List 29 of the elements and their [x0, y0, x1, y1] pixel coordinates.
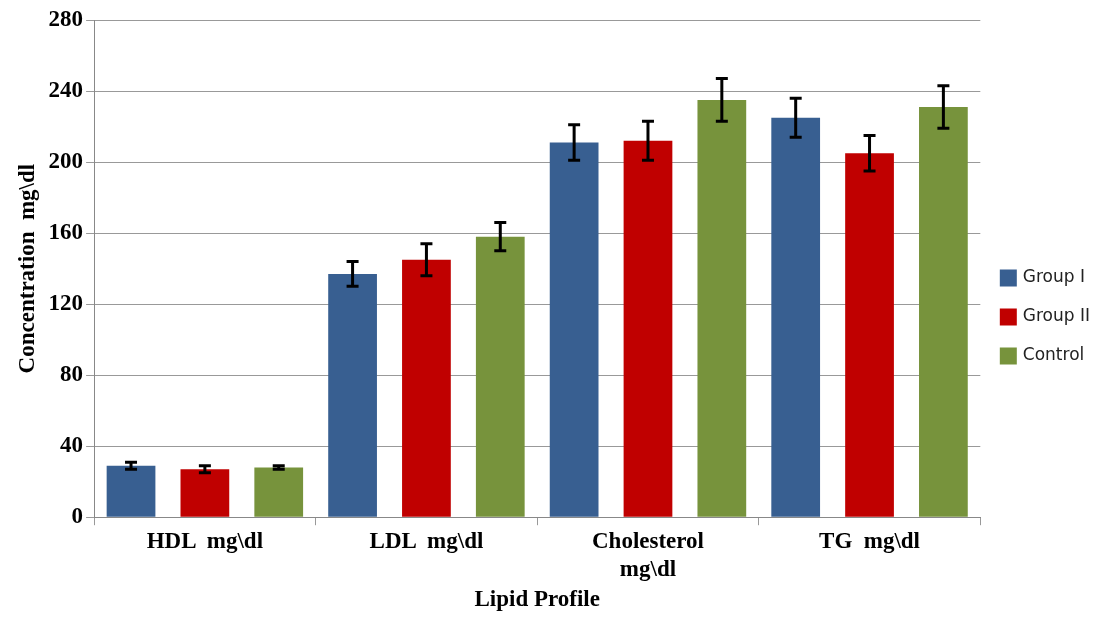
- y-tick-label: 200: [48, 147, 84, 173]
- y-tick-label: 0: [71, 503, 84, 529]
- x-tick-label: LDL mg\dl: [369, 527, 484, 553]
- bar: [697, 99, 747, 517]
- y-tick-label: 240: [48, 76, 84, 102]
- x-tick-label: HDL mg\dl: [146, 527, 264, 553]
- bar: [771, 117, 821, 517]
- y-axis-title: Concentration mg\dl: [13, 163, 39, 374]
- bar: [549, 142, 599, 517]
- bar: [845, 153, 894, 517]
- legend-label: Group II: [1022, 305, 1090, 326]
- x-tick-label: TG mg\dl: [819, 527, 921, 553]
- x-tick-label: Cholesterol mg\dl: [591, 527, 704, 581]
- bar: [402, 259, 451, 517]
- y-tick-label: 80: [60, 361, 84, 387]
- bar: [254, 467, 304, 517]
- bar: [623, 140, 673, 517]
- x-axis-title: Lipid Profile: [474, 586, 600, 612]
- bar: [475, 236, 525, 517]
- y-tick-label: 280: [48, 5, 84, 31]
- legend-label: Control: [1022, 344, 1085, 365]
- y-tick-label: 40: [60, 432, 84, 458]
- legend-label: Group I: [1022, 266, 1085, 287]
- bar: [328, 273, 377, 517]
- bar: [106, 465, 156, 517]
- bar: [180, 469, 230, 517]
- bar: [919, 107, 968, 517]
- y-tick-label: 160: [48, 219, 84, 245]
- y-tick-label: 120: [48, 290, 84, 316]
